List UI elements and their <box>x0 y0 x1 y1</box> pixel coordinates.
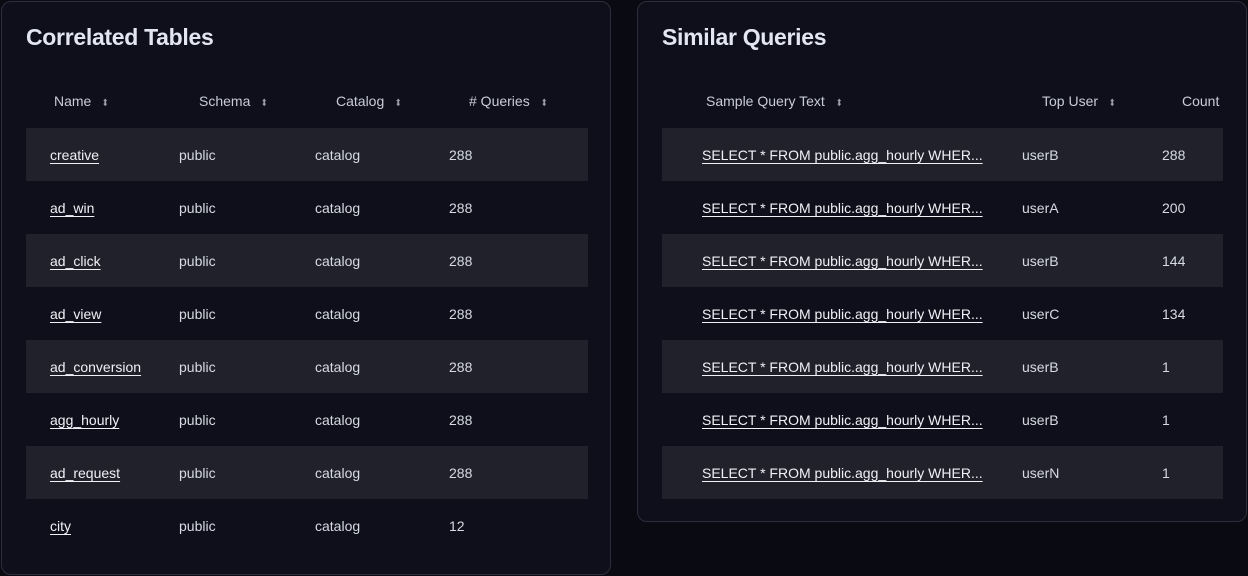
queries-count-cell: 288 <box>449 359 473 375</box>
count-cell: 1 <box>1162 465 1170 481</box>
catalog-cell: catalog <box>315 147 361 163</box>
table-row: SELECT * FROM public.agg_hourly WHER... u… <box>662 393 1223 446</box>
table-row: SELECT * FROM public.agg_hourly WHER... u… <box>662 234 1223 287</box>
sort-icon[interactable]: ⬍ <box>835 98 843 109</box>
query-text-link[interactable]: SELECT * FROM public.agg_hourly WHER... <box>702 412 983 428</box>
table-name-link[interactable]: ad_conversion <box>50 359 142 375</box>
top-user-cell: userA <box>1022 200 1059 216</box>
header-label: Name <box>54 93 92 109</box>
table-row: SELECT * FROM public.agg_hourly WHER... u… <box>662 340 1223 393</box>
table-name-link[interactable]: creative <box>50 147 100 163</box>
count-cell: 1 <box>1162 412 1170 428</box>
schema-cell: public <box>179 253 216 269</box>
queries-count-cell: 288 <box>449 306 473 322</box>
table-name-link[interactable]: ad_win <box>50 200 95 216</box>
header-label: # Queries <box>469 93 530 109</box>
count-cell: 1 <box>1162 359 1170 375</box>
similar-queries-body: SELECT * FROM public.agg_hourly WHER... u… <box>662 128 1223 499</box>
sort-icon[interactable]: ⬍ <box>102 98 109 109</box>
similar-queries-panel: Similar Queries Sample Query Text ⬍ Top U… <box>637 1 1247 522</box>
header-label: Top User <box>1042 93 1099 109</box>
sort-icon[interactable]: ⬍ <box>395 98 402 109</box>
header-label: Count <box>1182 93 1220 109</box>
column-header-top-user[interactable]: Top User ⬍ <box>1042 93 1116 109</box>
table-name-link[interactable]: city <box>50 518 71 534</box>
query-text-link[interactable]: SELECT * FROM public.agg_hourly WHER... <box>702 306 983 322</box>
catalog-cell: catalog <box>315 412 361 428</box>
schema-cell: public <box>179 465 216 481</box>
table-row: SELECT * FROM public.agg_hourly WHER... u… <box>662 128 1223 181</box>
table-row: creative public catalog 288 <box>26 128 588 181</box>
catalog-cell: catalog <box>315 306 361 322</box>
queries-count-cell: 288 <box>449 465 473 481</box>
table-row: agg_hourly public catalog 288 <box>26 393 588 446</box>
panel-title: Correlated Tables <box>26 24 214 50</box>
header-label: Schema <box>199 93 251 109</box>
panel-title: Similar Queries <box>662 24 827 50</box>
header-label: Catalog <box>336 93 385 109</box>
schema-cell: public <box>179 200 216 216</box>
query-text-link[interactable]: SELECT * FROM public.agg_hourly WHER... <box>702 359 983 375</box>
table-name-link[interactable]: ad_request <box>50 465 121 481</box>
catalog-cell: catalog <box>315 465 361 481</box>
schema-cell: public <box>179 359 216 375</box>
correlated-tables-body: creative public catalog 288 ad_win public cata… <box>26 128 588 552</box>
top-user-cell: userC <box>1022 306 1060 322</box>
sort-icon[interactable]: ⬍ <box>261 98 268 109</box>
count-cell: 134 <box>1162 306 1186 322</box>
table-row: SELECT * FROM public.agg_hourly WHER... u… <box>662 181 1223 234</box>
query-text-link[interactable]: SELECT * FROM public.agg_hourly WHER... <box>702 200 983 216</box>
query-text-link[interactable]: SELECT * FROM public.agg_hourly WHER... <box>702 253 983 269</box>
schema-cell: public <box>179 412 216 428</box>
column-header-catalog[interactable]: Catalog ⬍ <box>336 93 403 109</box>
table-name-link[interactable]: agg_hourly <box>50 412 120 428</box>
header-label: Sample Query Text <box>706 93 825 109</box>
column-header-queries[interactable]: # Queries ⬍ <box>469 93 548 109</box>
query-text-link[interactable]: SELECT * FROM public.agg_hourly WHER... <box>702 465 983 481</box>
schema-cell: public <box>179 306 216 322</box>
schema-cell: public <box>179 147 216 163</box>
catalog-cell: catalog <box>315 200 361 216</box>
catalog-cell: catalog <box>315 518 361 534</box>
table-row: ad_click public catalog 288 <box>26 234 588 287</box>
queries-count-cell: 288 <box>449 147 473 163</box>
top-user-cell: userN <box>1022 465 1060 481</box>
correlated-tables-panel: Correlated Tables Name ⬍ Schema ⬍ Catalog ⬍… <box>1 1 611 575</box>
column-header-query-text[interactable]: Sample Query Text ⬍ <box>706 93 843 109</box>
column-header-schema[interactable]: Schema ⬍ <box>199 93 269 109</box>
count-cell: 200 <box>1162 200 1186 216</box>
sort-icon[interactable]: ⬍ <box>1108 98 1116 109</box>
query-text-link[interactable]: SELECT * FROM public.agg_hourly WHER... <box>702 147 983 163</box>
table-row: SELECT * FROM public.agg_hourly WHER... u… <box>662 446 1223 499</box>
table-row: city public catalog 12 <box>26 499 588 552</box>
queries-count-cell: 288 <box>449 412 473 428</box>
top-user-cell: userB <box>1022 147 1059 163</box>
schema-cell: public <box>179 518 216 534</box>
queries-count-cell: 12 <box>449 518 465 534</box>
table-name-link[interactable]: ad_click <box>50 253 101 269</box>
queries-count-cell: 288 <box>449 200 473 216</box>
column-header-name[interactable]: Name ⬍ <box>54 93 110 109</box>
table-row: ad_conversion public catalog 288 <box>26 340 588 393</box>
table-row: SELECT * FROM public.agg_hourly WHER... u… <box>662 287 1223 340</box>
top-user-cell: userB <box>1022 412 1059 428</box>
catalog-cell: catalog <box>315 359 361 375</box>
count-cell: 144 <box>1162 253 1186 269</box>
table-row: ad_win public catalog 288 <box>26 181 588 234</box>
table-name-link[interactable]: ad_view <box>50 306 102 322</box>
top-user-cell: userB <box>1022 359 1059 375</box>
top-user-cell: userB <box>1022 253 1059 269</box>
queries-count-cell: 288 <box>449 253 473 269</box>
catalog-cell: catalog <box>315 253 361 269</box>
table-row: ad_request public catalog 288 <box>26 446 588 499</box>
sort-icon[interactable]: ⬍ <box>540 98 548 109</box>
column-header-count[interactable]: Count <box>1182 93 1219 109</box>
table-row: ad_view public catalog 288 <box>26 287 588 340</box>
count-cell: 288 <box>1162 147 1186 163</box>
